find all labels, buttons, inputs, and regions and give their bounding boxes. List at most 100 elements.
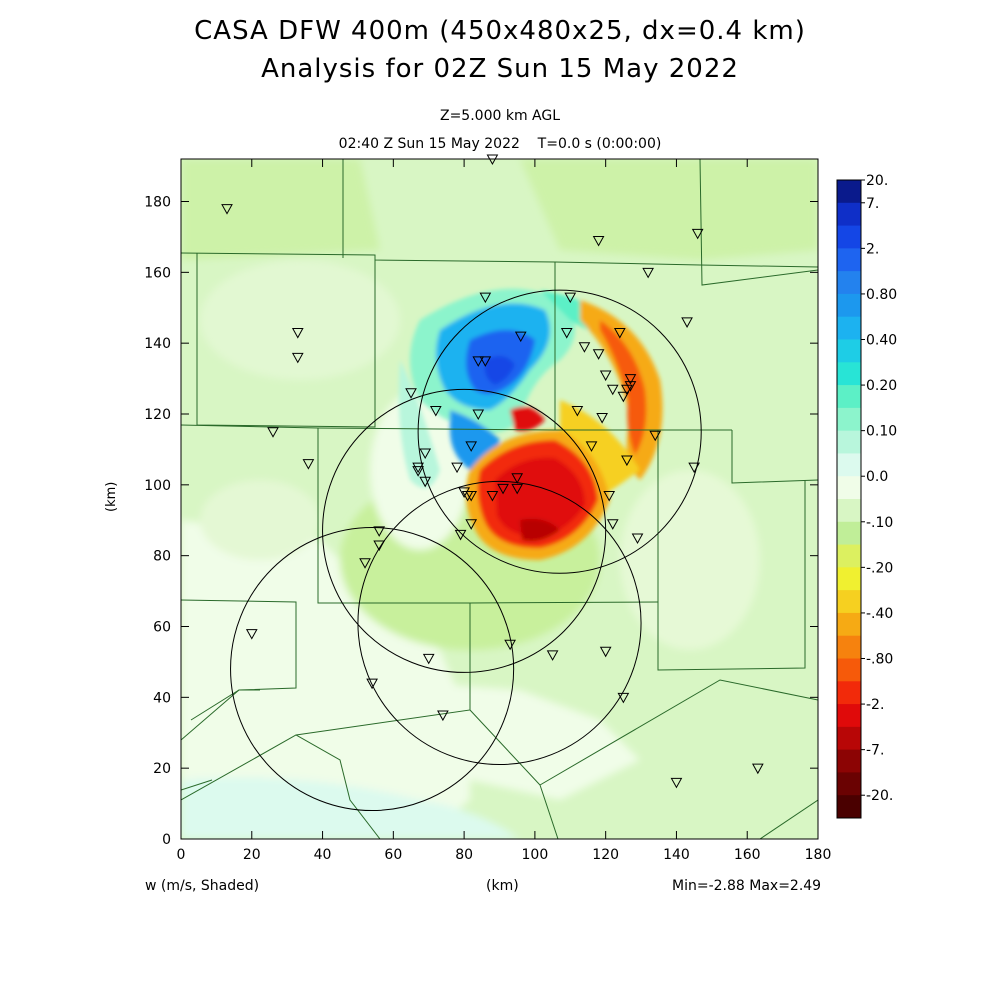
chart-subtitle: Analysis for 02Z Sun 15 May 2022 <box>261 54 739 84</box>
colorbar-swatch <box>837 704 861 728</box>
colorbar-swatch <box>837 476 861 500</box>
station-marker <box>606 519 619 530</box>
station-marker <box>592 235 605 247</box>
colorbar-label: 7. <box>866 196 879 212</box>
colorbar-label: -.80 <box>866 652 893 668</box>
radar-south-ring <box>357 480 642 766</box>
colorbar-swatch <box>837 726 861 751</box>
station-marker <box>429 405 442 417</box>
colorbar-swatch <box>837 635 861 659</box>
station-marker <box>596 413 608 424</box>
colorbar-swatch <box>837 453 861 477</box>
colorbar-label: 0.20 <box>866 378 897 394</box>
colorbar-swatch <box>837 590 861 614</box>
station-marker <box>419 448 432 459</box>
colorbar-swatch <box>837 795 861 819</box>
station-marker <box>511 483 524 495</box>
x-tick-label: 100 <box>522 847 549 863</box>
station-marker <box>479 356 492 367</box>
colorbar-label: 0.10 <box>866 424 897 440</box>
station-marker <box>245 629 258 640</box>
station-marker <box>504 639 516 651</box>
y-tick-label: 140 <box>144 336 171 352</box>
station-marker <box>412 466 424 477</box>
station-marker <box>631 533 644 544</box>
station-marker <box>606 384 619 396</box>
station-marker <box>514 331 527 343</box>
y-tick-label: 100 <box>144 478 171 494</box>
x-tick-label: 0 <box>177 847 186 863</box>
y-axis-ticks: 0 20 40 60 80 100 120 140 160 180 <box>144 195 818 848</box>
x-tick-label: 180 <box>805 847 832 863</box>
station-marker <box>405 388 417 399</box>
station-marker <box>486 490 499 502</box>
station-marker <box>571 405 584 417</box>
station-marker <box>479 292 492 304</box>
y-tick-label: 40 <box>153 690 171 706</box>
station-marker <box>359 558 371 569</box>
colorbar-swatch <box>837 202 861 227</box>
station-marker <box>624 381 637 392</box>
station-marker <box>373 526 386 537</box>
colorbar-frame <box>836 179 862 819</box>
station-marker <box>624 374 637 385</box>
station-marker <box>546 650 559 661</box>
colorbar-swatch <box>837 612 861 637</box>
station-marker <box>599 370 612 382</box>
colorbar-swatch <box>837 681 861 705</box>
y-tick-label: 0 <box>162 832 171 848</box>
colorbar-label: -.40 <box>866 606 893 622</box>
station-marker <box>564 292 577 304</box>
colorbar-label: 0.0 <box>866 469 888 485</box>
colorbar-swatch <box>837 521 861 546</box>
colorbar-swatch <box>837 772 861 796</box>
station-marker <box>560 328 573 339</box>
colorbar-swatch <box>837 499 861 523</box>
x-tick-label: 40 <box>314 847 332 863</box>
station-marker <box>291 328 304 339</box>
station-marker <box>599 646 612 658</box>
radar-ne-ring <box>417 289 702 574</box>
station-marker <box>302 459 315 470</box>
station-marker <box>613 328 626 339</box>
x-tick-label: 120 <box>592 847 619 863</box>
colorbar-label: -.20 <box>866 560 893 576</box>
colorbar-swatch <box>837 180 861 204</box>
colorbar-swatch <box>837 316 861 340</box>
colorbar-swatch <box>837 385 861 409</box>
station-marker <box>366 678 378 690</box>
station-marker <box>617 692 630 704</box>
station-marker <box>454 529 467 541</box>
colorbar-swatch <box>837 430 861 454</box>
station-marker <box>412 462 424 474</box>
station-marker <box>465 441 478 452</box>
station-marker <box>751 763 764 775</box>
y-tick-label: 60 <box>153 620 171 636</box>
station-marker <box>585 441 598 452</box>
colorbar-label: -20. <box>866 788 893 804</box>
minmax-label: Min=-2.88 Max=2.49 <box>672 878 822 894</box>
station-marker <box>451 462 463 474</box>
time-label: 02:40 Z Sun 15 May 2022 T=0.0 s (0:00:00… <box>338 136 662 152</box>
colorbar-swatch <box>837 248 861 272</box>
station-marker <box>437 710 449 722</box>
colorbar-label: -.10 <box>866 515 893 531</box>
station-marker <box>621 455 633 467</box>
station-marker <box>688 462 700 474</box>
station-marker <box>642 267 654 279</box>
colorbar-swatch <box>837 567 861 591</box>
x-tick-label: 140 <box>663 847 690 863</box>
station-marker <box>670 777 683 789</box>
colorbar-label: 0.80 <box>866 287 897 303</box>
colorbar-swatch <box>837 339 861 363</box>
y-tick-label: 80 <box>153 549 171 565</box>
colorbar-swatch <box>837 293 861 318</box>
radar-sw-ring <box>230 526 515 812</box>
y-tick-label: 20 <box>153 761 171 777</box>
x-axis-ticks: 0 20 40 60 80 100 120 140 160 180 <box>177 159 832 863</box>
colorbar-label: -2. <box>866 697 884 713</box>
chart-title: CASA DFW 400m (450x480x25, dx=0.4 km) <box>194 16 806 46</box>
x-axis-label: (km) <box>486 878 519 894</box>
colorbar-label: 2. <box>866 241 879 257</box>
